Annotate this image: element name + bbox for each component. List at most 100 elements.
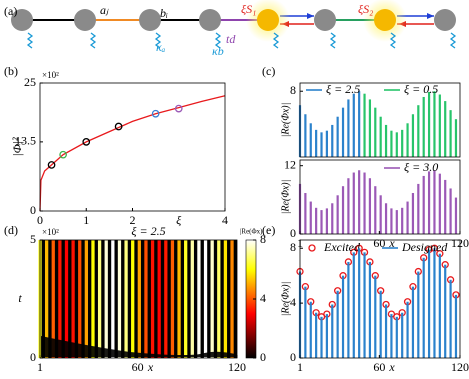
marker (151, 109, 160, 118)
stem (315, 312, 318, 358)
heat-column (58, 240, 62, 358)
y-tick-label: 4 (290, 295, 296, 309)
stem (444, 101, 447, 157)
heat-column (44, 240, 49, 358)
label-kappa-a: κₐ (156, 40, 166, 54)
stem (454, 119, 458, 157)
heat-column (71, 240, 75, 358)
stem (352, 172, 355, 234)
stem (358, 170, 361, 234)
heat-column (210, 240, 214, 358)
heat-column (150, 240, 155, 358)
stem (320, 210, 323, 234)
stem (384, 203, 388, 234)
stem (390, 208, 393, 234)
panel-label: (e) (262, 223, 275, 237)
x-tick-label: 0 (37, 213, 43, 227)
panel-label: (b) (4, 64, 18, 78)
stem (406, 123, 409, 157)
plot-frame (299, 239, 461, 359)
y-tick-label: 0 (30, 203, 36, 217)
heat-column (91, 240, 95, 358)
x-axis-label: x (388, 360, 395, 374)
stem (341, 275, 345, 358)
stem (449, 110, 452, 157)
plot-frame (39, 239, 238, 359)
stem (315, 207, 318, 234)
stem (304, 114, 307, 157)
stem (427, 249, 431, 358)
colorbar-tick-label: 4 (260, 291, 266, 305)
axis-multiplier: ×10² (42, 70, 59, 80)
stem (368, 261, 372, 358)
stem (304, 286, 307, 358)
heat-column (197, 240, 201, 358)
stem (417, 183, 420, 234)
stem (422, 96, 425, 157)
stem (454, 197, 458, 234)
y-tick-label: 0 (290, 226, 296, 240)
stem (438, 94, 441, 157)
legend-label: Designed (401, 240, 448, 254)
stem (438, 253, 441, 358)
chart-title: ξ = 2.5 (131, 224, 165, 238)
stem (395, 316, 398, 358)
panel (38, 240, 237, 358)
stem (379, 290, 382, 358)
x-tick-label: 60 (373, 236, 385, 250)
legend-label: ξ = 2.5 (326, 82, 360, 96)
stem (341, 186, 345, 234)
stem (347, 99, 350, 157)
heat-column (217, 240, 221, 358)
y-axis-label: |Re(Φx)| (280, 282, 291, 317)
stem (411, 286, 415, 358)
stem (336, 290, 339, 358)
y-axis-label: |Φ|² (10, 137, 24, 157)
y-tick-label: 0 (30, 350, 36, 364)
y-tick-label: 25 (24, 75, 36, 89)
colorbar-tick-label: 0 (260, 350, 266, 364)
stem (433, 170, 436, 234)
stem (374, 107, 377, 157)
label-kappa-b: κb (212, 44, 224, 58)
heat-column (223, 240, 228, 358)
stem (363, 252, 366, 358)
stem (449, 279, 452, 358)
stem (417, 105, 420, 157)
y-axis-label: t (18, 291, 22, 305)
legend-label: Excited (323, 240, 361, 254)
panel: Excited Designed (296, 240, 460, 358)
heat-column (170, 240, 175, 358)
legend-label: ξ = 3.0 (404, 160, 438, 174)
x-tick-label: 120 (451, 360, 469, 374)
heat-column (104, 240, 108, 358)
heat-column (117, 240, 122, 358)
heat-column (111, 240, 115, 358)
stem (433, 91, 436, 157)
x-tick-label: 60 (373, 360, 385, 374)
heat-column (64, 240, 69, 358)
stem (320, 132, 323, 157)
panel: ξ = 2.5 ξ = 0.5 (298, 82, 458, 157)
heat-column (137, 240, 141, 358)
stem (390, 130, 393, 157)
x-axis-label: x (147, 360, 154, 374)
heat-column (190, 240, 194, 358)
heat-column (144, 240, 148, 358)
stem (433, 248, 436, 358)
panel-label: (d) (4, 223, 18, 237)
diagram: aⱼ bᵢ κₐ κb td ξS₁ ξS₂ (11, 0, 457, 58)
stem (406, 301, 409, 358)
stem (379, 116, 382, 157)
stem (331, 203, 334, 234)
stem (358, 91, 361, 157)
heat-column (157, 240, 161, 358)
stem (347, 178, 350, 234)
x-tick-label: 60 (132, 360, 144, 374)
y-tick-label: 8 (290, 240, 296, 254)
stem (331, 304, 334, 358)
x-tick-label: 1 (297, 360, 303, 374)
stem (444, 264, 447, 358)
line (39, 95, 226, 212)
stem (411, 114, 415, 157)
